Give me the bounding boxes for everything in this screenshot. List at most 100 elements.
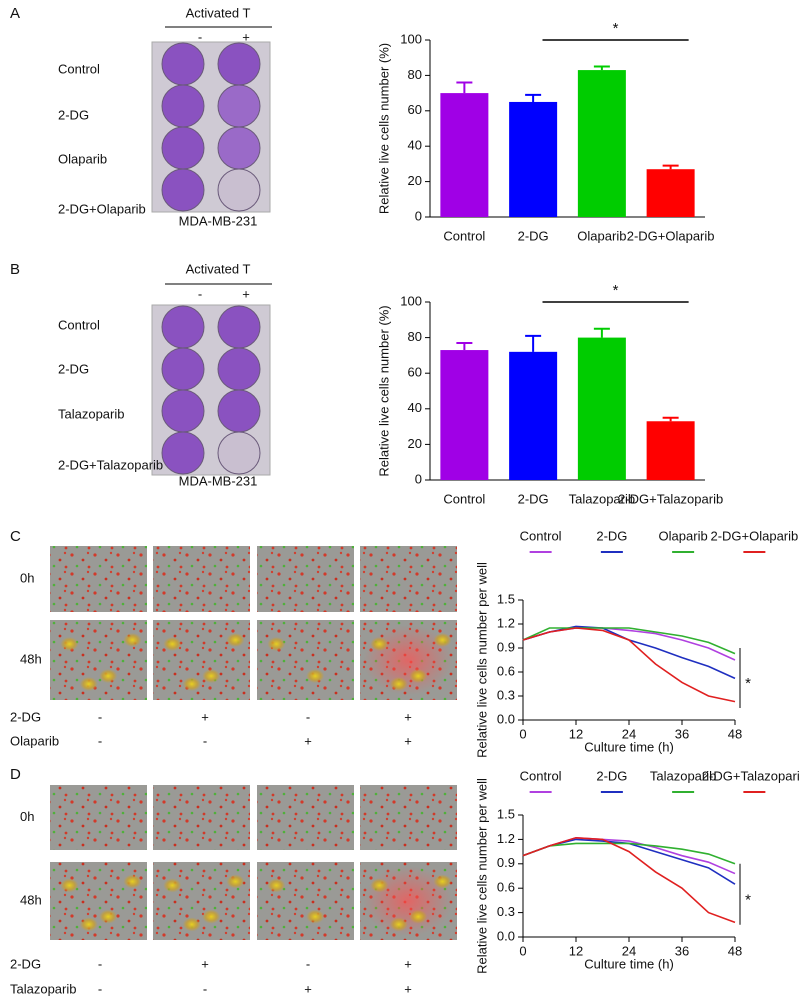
well	[161, 42, 205, 86]
micrograph	[360, 546, 457, 612]
y-tick-label: 80	[408, 329, 422, 344]
significance: *	[745, 891, 751, 908]
well	[217, 126, 261, 170]
x-tick-label: 48	[728, 726, 742, 741]
y-tick-label: 0.6	[497, 663, 515, 678]
sign: -	[203, 733, 207, 748]
panel-label: C	[10, 528, 21, 545]
y-axis-title: Relative live cells number (%)	[376, 305, 391, 476]
x-tick-label: 0	[519, 726, 526, 741]
x-tick-label: 12	[569, 726, 583, 741]
x-tick-label: 12	[569, 943, 583, 958]
x-tick-label: 2-DG	[518, 491, 549, 506]
sign: -	[198, 286, 202, 301]
cell-cluster	[409, 669, 428, 683]
sign: -	[98, 709, 102, 724]
bar	[509, 101, 558, 217]
cell-cluster	[267, 637, 286, 651]
y-axis-title: Relative live cells number per well	[474, 562, 489, 758]
cell-cluster	[123, 874, 142, 889]
y-tick-label: 1.2	[497, 615, 515, 630]
cell-cluster	[79, 917, 98, 932]
y-axis-title: Relative live cells number (%)	[376, 43, 391, 214]
bar	[646, 169, 695, 217]
y-tick-label: 20	[408, 173, 422, 188]
y-tick-label: 1.5	[497, 591, 515, 606]
cell-cluster	[163, 637, 182, 651]
sign: -	[203, 981, 207, 996]
cell-cluster	[306, 669, 325, 683]
bar	[646, 421, 695, 480]
well	[217, 431, 261, 475]
well	[161, 389, 205, 433]
legend-label: 2-DG+Talazoparib	[702, 768, 800, 783]
error-bar	[662, 416, 679, 422]
well	[217, 42, 261, 86]
y-tick-label: 0	[415, 208, 422, 223]
well	[161, 305, 205, 349]
cell-cluster	[182, 677, 201, 691]
sign: -	[198, 29, 202, 44]
cell-cluster	[202, 669, 221, 683]
y-tick-label: 40	[408, 138, 422, 153]
row-label: Talazoparib	[58, 406, 125, 421]
sign: +	[404, 733, 412, 748]
time-label: 0h	[20, 809, 34, 824]
panel-label: B	[10, 261, 20, 278]
well	[217, 168, 261, 212]
significance: *	[745, 675, 751, 692]
micrograph	[257, 785, 354, 850]
y-tick-label: 100	[400, 293, 422, 308]
row-label: Control	[58, 61, 100, 76]
micrograph	[257, 620, 354, 700]
bar	[440, 93, 489, 217]
row-label: Olaparib	[58, 151, 107, 166]
series-line	[522, 625, 736, 680]
y-tick-label: 20	[408, 436, 422, 451]
series-line	[522, 836, 736, 924]
y-tick-label: 1.5	[497, 806, 515, 821]
y-tick-label: 0.6	[497, 880, 515, 895]
x-tick-label: 36	[675, 726, 689, 741]
legend-label: 2-DG	[596, 528, 627, 543]
sign: +	[404, 956, 412, 971]
cell-cluster	[226, 874, 245, 889]
significance: *	[613, 282, 619, 299]
y-tick-label: 80	[408, 67, 422, 82]
series-line	[522, 842, 736, 865]
x-axis-title: Culture time (h)	[584, 956, 674, 971]
sign: -	[98, 956, 102, 971]
sign: +	[304, 981, 312, 996]
significance: *	[613, 20, 619, 37]
cell-line: MDA-MB-231	[179, 213, 258, 228]
well	[161, 126, 205, 170]
well	[161, 431, 205, 475]
cell-cluster	[409, 909, 428, 924]
legend-label: Talazoparib	[650, 768, 717, 783]
cell-cluster	[226, 633, 245, 647]
well	[217, 305, 261, 349]
well	[161, 168, 205, 212]
sign: +	[201, 956, 209, 971]
x-tick-label: 2-DG+Talazoparib	[618, 491, 723, 506]
error-bar	[525, 334, 542, 352]
cell-cluster	[99, 669, 118, 683]
x-tick-label: 2-DG	[518, 228, 549, 243]
legend-label: Control	[520, 768, 562, 783]
row-label: 2-DG	[58, 361, 89, 376]
series-line	[522, 627, 736, 655]
legend-label: 2-DG	[596, 768, 627, 783]
header: Activated T	[186, 261, 251, 276]
micrograph	[50, 620, 147, 700]
legend-label: Control	[520, 528, 562, 543]
well	[217, 84, 261, 128]
cell-line: MDA-MB-231	[179, 473, 258, 488]
micrograph	[50, 785, 147, 850]
bar	[577, 70, 626, 217]
cell-cluster	[306, 909, 325, 924]
time-label: 48h	[20, 651, 42, 666]
sign: +	[404, 981, 412, 996]
error-bar	[456, 81, 473, 94]
panel-label: A	[10, 5, 20, 22]
